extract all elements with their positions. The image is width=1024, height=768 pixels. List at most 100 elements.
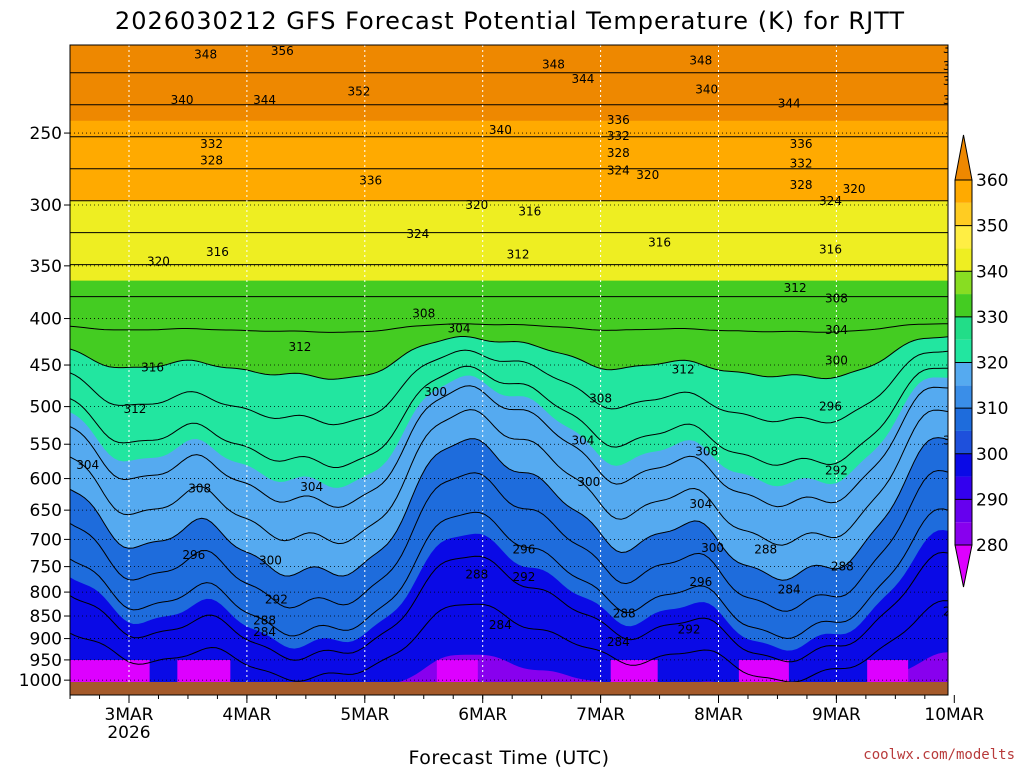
contour-label: 348 (689, 53, 712, 67)
contour-label: 308 (188, 481, 211, 495)
warm-pocket-2 (436, 660, 478, 682)
contour-label: 296 (182, 548, 205, 562)
contour-label: 292 (265, 592, 288, 606)
contour-label: 344 (943, 74, 966, 88)
vertical-gridlines (128, 45, 837, 695)
contour-label: 300 (577, 475, 600, 489)
y-tick-label: 250 (30, 124, 62, 144)
isentrope-288 (70, 551, 948, 663)
x-tick-label: 10MAR (924, 705, 984, 725)
warm-pocket-5 (867, 660, 909, 682)
y-tick-label: 700 (30, 530, 62, 550)
contour-label: 316 (206, 245, 229, 259)
contour-label: 288 (613, 607, 636, 621)
contour-label: 300 (943, 434, 966, 448)
contour-label: 328 (200, 153, 223, 167)
isentrope-296 (70, 469, 948, 612)
potential-temperature-fill (70, 45, 948, 695)
x-tick-label: 6MAR (458, 705, 507, 725)
contour-label: 324 (607, 164, 630, 178)
isentrope-308 (70, 385, 948, 508)
colorbar-tick-label: 330 (976, 308, 1008, 328)
y-tick-label: 400 (30, 310, 62, 330)
contour-label: 312 (672, 362, 695, 376)
x-tick-label: 5MAR (340, 705, 389, 725)
contour-label: 284 (607, 635, 630, 649)
contour-label: 288 (1014, 560, 1024, 574)
colorbar-tick-label: 360 (976, 171, 1008, 191)
colorbar-tick-label: 350 (976, 217, 1008, 237)
isentrope-320 (70, 336, 948, 380)
contour-label: 304 (689, 497, 712, 511)
chart-title: 2026030212 GFS Forecast Potential Temper… (115, 7, 905, 35)
y-tick-label: 600 (30, 470, 62, 490)
contour-label: 300 (259, 553, 282, 567)
warm-pocket-0 (70, 660, 150, 682)
contour-label: 308 (412, 307, 435, 321)
contour-label: 312 (507, 247, 530, 261)
contour-label: 332 (607, 129, 630, 143)
isentrope-324 (70, 323, 948, 333)
warm-pocket-3 (610, 660, 658, 682)
contour-label: 304 (825, 323, 848, 337)
x-tick-label: 4MAR (222, 705, 271, 725)
contour-label: 296 (689, 575, 712, 589)
contour-label: 316 (648, 236, 671, 250)
warm-pocket-4 (738, 660, 789, 682)
contour-label: 328 (607, 146, 630, 160)
y-tick-label: 450 (30, 356, 62, 376)
x-axis-label: Forecast Time (UTC) (409, 747, 610, 768)
colorbar-tick-label: 300 (976, 445, 1008, 465)
colorbar-segment (955, 476, 972, 500)
x-tick-sublabel: 2026 (107, 723, 150, 743)
x-tick-label: 8MAR (694, 705, 743, 725)
contour-label: 328 (790, 178, 813, 192)
contour-label: 312 (123, 402, 146, 416)
contour-label: 356 (271, 44, 294, 58)
contour-label: 332 (200, 137, 223, 151)
contour-label: 308 (589, 392, 612, 406)
colorbar-tick-label: 310 (976, 399, 1008, 419)
contour-label: 292 (513, 570, 536, 584)
contour-label: 344 (778, 97, 801, 111)
contour-label: 304 (448, 321, 471, 335)
fill-band-290 (70, 530, 948, 695)
credit-text: coolwx.com/modelts (863, 747, 1015, 763)
plot-frame (69, 44, 949, 696)
isentrope-312 (70, 365, 948, 468)
y-tick-label: 900 (30, 630, 62, 650)
y-tick-label: 850 (30, 607, 62, 627)
y-tick-label: 800 (30, 583, 62, 603)
colorbar-segment (955, 385, 972, 409)
contour-label: 296 (513, 542, 536, 556)
contour-label: 284 (489, 618, 512, 632)
contour-label: 288 (465, 567, 488, 581)
contour-label: 292 (825, 464, 848, 478)
contour-label: 284 (778, 583, 801, 597)
isentrope-292 (70, 508, 948, 640)
contour-label: 324 (819, 194, 842, 208)
colorbar-segment (955, 499, 972, 523)
contour-label: 340 (943, 93, 966, 107)
contour-label: 336 (790, 137, 813, 151)
contour-label: 352 (943, 42, 966, 56)
contour-label: 304 (571, 434, 594, 448)
contour-label: 316 (518, 205, 541, 219)
contour-label: 320 (147, 254, 170, 268)
colorbar-tick-label: 280 (976, 536, 1008, 556)
contour-label: 344 (571, 72, 594, 86)
y-tick-label: 1000 (19, 671, 62, 691)
colorbar-segment (955, 271, 972, 295)
colorbar-segment (955, 202, 972, 226)
contour-label: 348 (542, 57, 565, 71)
contour-label: 344 (253, 93, 276, 107)
isentrope-300 (70, 437, 948, 581)
contour-label: 288 (754, 542, 777, 556)
contour-label: 348 (194, 48, 217, 62)
contour-label: 308 (825, 291, 848, 305)
colorbar-segment (955, 248, 972, 272)
contour-label: 284 (943, 604, 966, 618)
contour-label: 340 (489, 123, 512, 137)
y-tick-label: 950 (30, 651, 62, 671)
